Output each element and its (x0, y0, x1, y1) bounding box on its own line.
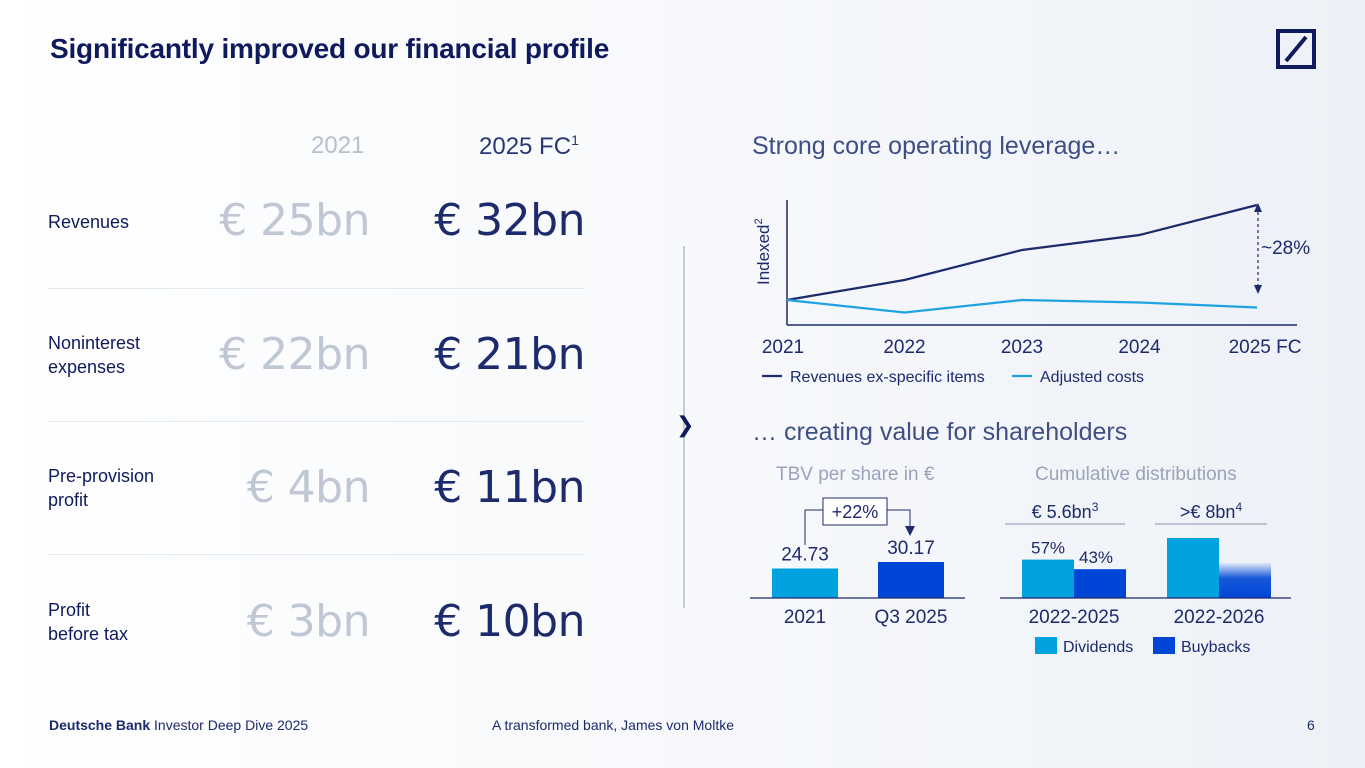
row-divider (48, 288, 585, 289)
tbv-bar (878, 562, 944, 598)
legend-label-0: Revenues ex-specific items (790, 369, 985, 386)
tbv-growth-label: +22% (832, 502, 879, 522)
growth-connector (887, 509, 911, 528)
metric-2025-pre-provision-profit: € 11bn (434, 462, 585, 513)
growth-connector (804, 509, 823, 545)
legend-swatch (1035, 637, 1057, 654)
distribution-bar-buybacks (1074, 569, 1126, 598)
column-header-2021: 2021 (311, 132, 365, 159)
distribution-bar-dividends (1167, 538, 1219, 598)
growth-arrow-icon (905, 526, 915, 536)
distribution-bar-buybacks (1219, 562, 1271, 598)
bracket-label-2022-2025: € 5.6bn3 (1032, 500, 1099, 522)
metric-2021-noninterest-expenses: € 22bn (219, 329, 370, 380)
series-line-1 (786, 298, 1258, 314)
legend-label-1: Adjusted costs (1040, 369, 1144, 386)
leverage-line-chart: Indexed2 2021 2022 2023 2024 2025 FC ~28% Re… (753, 200, 1310, 386)
metric-label-profit-before-tax: Profit before tax (48, 600, 129, 644)
tbv-category-label: Q3 2025 (875, 607, 948, 628)
x-tick-label: 2023 (1001, 337, 1043, 358)
page-title: Significantly improved our financial pro… (50, 33, 610, 64)
metric-2021-pre-provision-profit: € 4bn (246, 462, 371, 513)
metric-2025-profit-before-tax: € 10bn (434, 596, 585, 647)
section-divider (683, 246, 685, 608)
distributions-heading: Cumulative distributions (1035, 464, 1237, 485)
metric-2021-revenues: € 25bn (219, 195, 370, 246)
footer-center: A transformed bank, James von Moltke (492, 717, 734, 733)
legend-label-dividends: Dividends (1063, 639, 1133, 656)
deutsche-bank-logo-icon (1276, 29, 1316, 69)
distribution-pct-label: 57% (1031, 539, 1065, 558)
row-divider (48, 554, 585, 555)
metric-label-pre-provision-profit: Pre-provision profit (48, 466, 155, 510)
row-divider (48, 421, 585, 422)
metric-2025-revenues: € 32bn (434, 195, 585, 246)
delta-arrow-up-icon (1254, 203, 1262, 212)
shareholder-bar-charts: +22% 24.73 2021 30.17 Q3 2025 € 5.6bn3 >€ 8… (750, 497, 1291, 656)
footer-brand: Deutsche Bank Investor Deep Dive 2025 (49, 717, 309, 733)
metric-2021-profit-before-tax: € 3bn (246, 596, 371, 647)
tbv-value-label: 24.73 (781, 544, 829, 565)
tbv-heading: TBV per share in € (776, 464, 935, 485)
metric-label-revenues: Revenues (48, 212, 130, 232)
legend-label-buybacks: Buybacks (1181, 639, 1250, 656)
distribution-pct-label: 43% (1079, 548, 1113, 567)
legend-swatch (1153, 637, 1175, 654)
delta-arrow-down-icon (1254, 285, 1262, 294)
distribution-category-label: 2022-2026 (1174, 607, 1265, 628)
tbv-bar (772, 568, 838, 598)
chevron-right-icon: ❯ (676, 412, 695, 437)
column-header-2025fc: 2025 FC1 (479, 132, 579, 160)
metric-2025-noninterest-expenses: € 21bn (434, 329, 585, 380)
x-tick-label: 2025 FC (1229, 337, 1302, 358)
tbv-category-label: 2021 (784, 607, 826, 628)
x-tick-label: 2024 (1118, 337, 1161, 358)
series-line-0 (786, 203, 1258, 302)
distribution-category-label: 2022-2025 (1029, 607, 1120, 628)
tbv-value-label: 30.17 (887, 538, 935, 559)
y-axis-label: Indexed2 (753, 218, 773, 285)
x-tick-label: 2022 (883, 337, 925, 358)
growth-box (822, 497, 888, 526)
distribution-bar-dividends (1022, 559, 1074, 598)
bracket-label-2022-2026: >€ 8bn4 (1180, 500, 1243, 522)
delta-label: ~28% (1261, 238, 1310, 259)
shareholders-heading: … creating value for shareholders (752, 418, 1128, 446)
metric-label-noninterest-expenses: Noninterest expenses (48, 333, 141, 377)
x-tick-label: 2021 (762, 337, 804, 358)
page-number: 6 (1307, 717, 1315, 733)
leverage-heading: Strong core operating leverage… (752, 132, 1121, 160)
